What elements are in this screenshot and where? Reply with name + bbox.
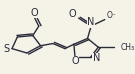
Text: O: O (71, 56, 79, 66)
Text: S: S (3, 44, 9, 54)
Text: N: N (87, 17, 95, 27)
Text: O: O (68, 9, 76, 19)
Text: CH₃: CH₃ (120, 43, 134, 52)
Text: N: N (92, 53, 100, 63)
Text: O⁻: O⁻ (106, 11, 116, 20)
Text: O: O (30, 8, 38, 18)
